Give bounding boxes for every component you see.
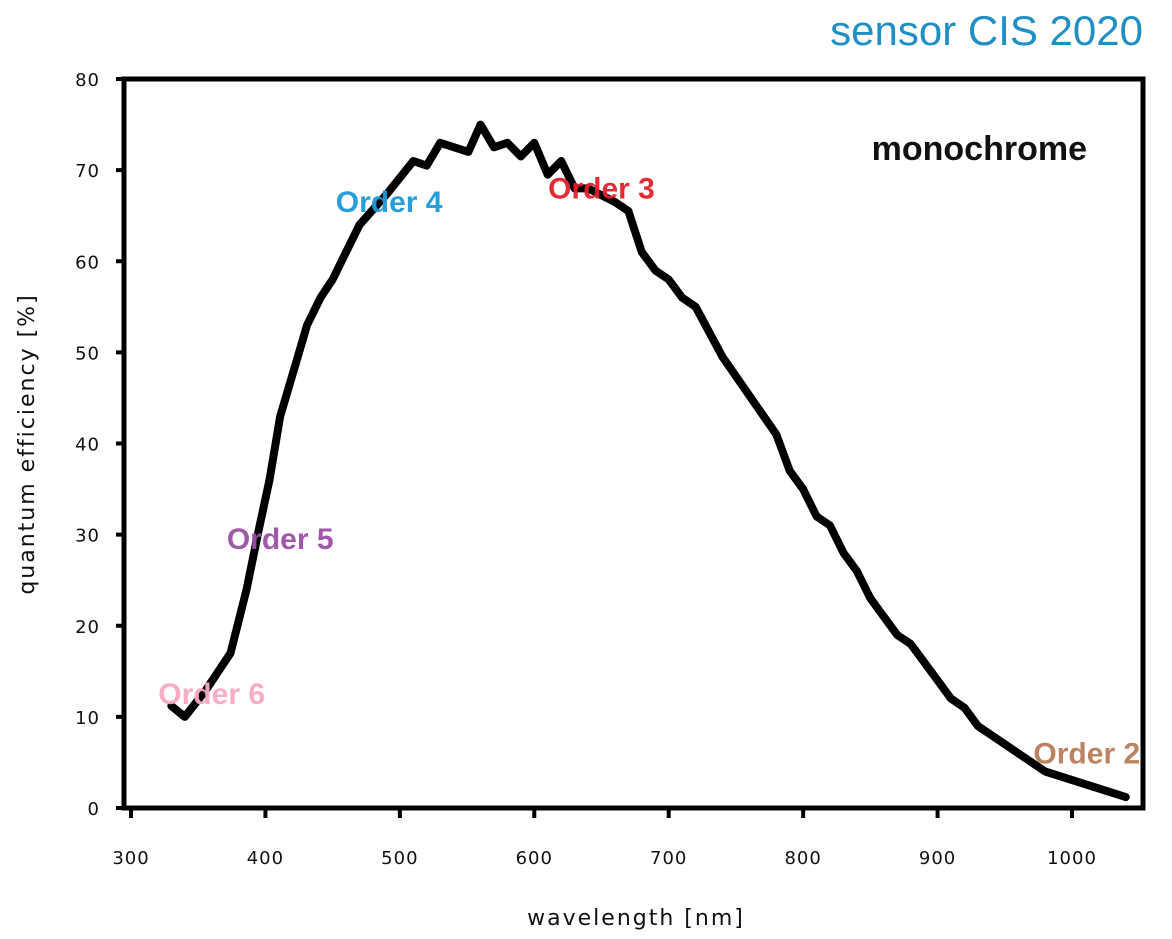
series-group (167, 120, 1130, 802)
annotation-order-6: Order 6 (158, 678, 265, 711)
annotation-order-4: Order 4 (336, 186, 443, 219)
x-tick-label: 800 (784, 848, 821, 869)
x-tick-label: 500 (381, 848, 418, 869)
annotation-order-2: Order 2 (1033, 737, 1140, 770)
brand-title: sensor CIS 2020 (830, 7, 1143, 54)
y-axis: 0 10 20 30 40 50 60 70 80 (75, 70, 124, 820)
y-tick-label: 60 (75, 252, 100, 273)
y-axis-title: quantum efficiency [%] (15, 293, 40, 594)
y-tick-label: 30 (75, 526, 100, 547)
y-tick-label: 40 (75, 435, 100, 456)
series-label-monochrome: monochrome (872, 130, 1087, 168)
y-tick-label: 0 (88, 799, 100, 820)
x-tick-label: 600 (516, 848, 553, 869)
x-tick-label: 1000 (1047, 848, 1097, 869)
x-axis: 300 400 500 600 700 800 900 1000 (112, 808, 1097, 869)
x-tick-label: 700 (650, 848, 687, 869)
y-tick-label: 70 (75, 161, 100, 182)
y-tick-label: 80 (75, 70, 100, 91)
series-line-monochrome (167, 120, 1130, 802)
x-tick-label: 400 (247, 848, 284, 869)
annotation-order-5: Order 5 (227, 523, 334, 556)
x-axis-title: wavelength [nm] (527, 906, 745, 931)
y-tick-label: 50 (75, 343, 100, 364)
x-tick-label: 900 (919, 848, 956, 869)
annotation-order-3: Order 3 (548, 172, 655, 205)
order-annotations: Order 6 Order 5 Order 4 Order 3 Order 2 (158, 172, 1140, 770)
y-tick-label: 20 (75, 617, 100, 638)
x-tick-label: 300 (112, 848, 149, 869)
y-tick-label: 10 (75, 708, 100, 729)
